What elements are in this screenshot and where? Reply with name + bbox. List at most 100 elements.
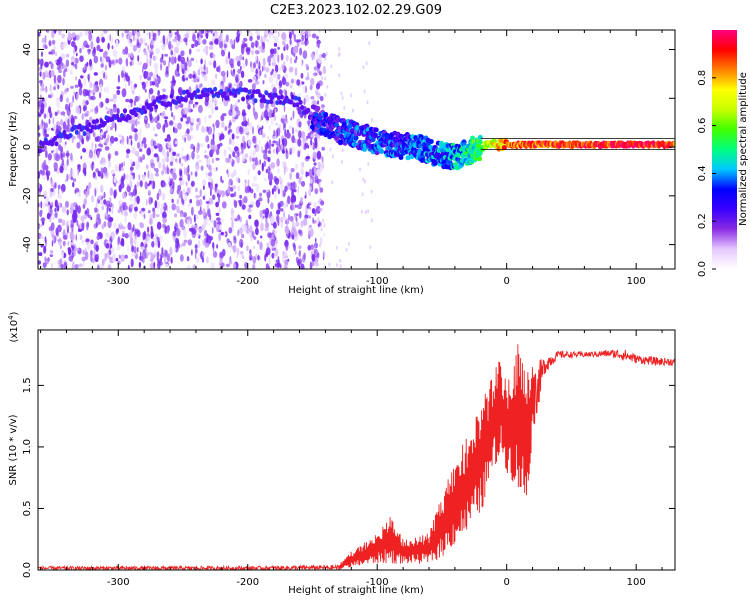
noise-speckle xyxy=(277,31,280,37)
noise-speckle xyxy=(252,135,256,144)
noise-speckle xyxy=(107,219,112,229)
noise-speckle xyxy=(168,56,171,63)
noise-speckle xyxy=(305,76,310,81)
noise-speckle xyxy=(208,60,213,66)
noise-speckle xyxy=(177,184,182,192)
noise-speckle xyxy=(284,122,286,129)
noise-speckle xyxy=(199,189,202,198)
noise-speckle xyxy=(317,41,320,49)
noise-speckle xyxy=(130,52,133,58)
noise-speckle xyxy=(118,184,122,193)
noise-speckle xyxy=(280,53,284,61)
signal-mark xyxy=(38,148,42,154)
noise-speckle xyxy=(192,74,196,79)
noise-speckle xyxy=(367,209,370,214)
noise-speckle xyxy=(213,125,216,134)
noise-speckle xyxy=(101,224,105,230)
noise-speckle xyxy=(130,237,134,246)
noise-speckle xyxy=(39,94,42,100)
noise-speckle xyxy=(274,263,277,268)
noise-speckle xyxy=(56,230,59,237)
noise-speckle xyxy=(225,56,229,65)
noise-speckle xyxy=(213,220,217,228)
noise-speckle xyxy=(45,74,51,78)
noise-speckle xyxy=(218,233,222,241)
noise-speckle xyxy=(88,214,92,219)
noise-speckle xyxy=(120,177,125,184)
noise-speckle xyxy=(41,51,43,57)
noise-speckle xyxy=(110,231,115,241)
noise-speckle xyxy=(57,202,62,206)
noise-speckle xyxy=(88,149,94,159)
noise-speckle xyxy=(262,215,265,219)
noise-speckle xyxy=(191,206,194,216)
noise-speckle xyxy=(170,56,175,65)
noise-speckle xyxy=(77,193,81,197)
noise-speckle xyxy=(140,246,145,250)
noise-speckle xyxy=(61,206,67,214)
noise-speckle xyxy=(280,188,284,196)
noise-speckle xyxy=(114,123,117,132)
noise-speckle xyxy=(38,58,41,65)
noise-speckle xyxy=(128,231,133,239)
noise-speckle xyxy=(291,126,295,135)
noise-speckle xyxy=(99,140,102,145)
noise-speckle xyxy=(38,171,41,180)
noise-speckle xyxy=(282,255,285,263)
noise-speckle xyxy=(196,48,201,53)
noise-speckle xyxy=(172,230,177,237)
noise-speckle xyxy=(200,83,203,88)
noise-speckle xyxy=(179,38,183,43)
noise-speckle xyxy=(180,153,184,162)
noise-speckle xyxy=(194,252,197,259)
noise-speckle xyxy=(207,143,210,149)
noise-speckle xyxy=(316,150,322,160)
noise-speckle xyxy=(204,229,208,237)
noise-speckle xyxy=(361,192,364,197)
noise-speckle xyxy=(157,90,161,97)
noise-speckle xyxy=(293,46,298,55)
noise-speckle xyxy=(314,238,317,243)
noise-speckle xyxy=(300,143,305,148)
noise-speckle xyxy=(340,160,343,164)
noise-speckle xyxy=(128,52,131,58)
noise-speckle xyxy=(120,162,124,168)
noise-speckle xyxy=(238,178,241,184)
noise-speckle xyxy=(49,190,53,198)
noise-speckle xyxy=(44,258,49,265)
noise-speckle xyxy=(218,36,222,43)
noise-speckle xyxy=(171,111,174,118)
noise-speckle xyxy=(249,188,254,194)
noise-speckle xyxy=(251,231,255,238)
noise-speckle xyxy=(261,146,263,153)
noise-speckle xyxy=(104,212,109,219)
noise-speckle xyxy=(273,175,278,183)
noise-speckle xyxy=(140,258,144,262)
noise-speckle xyxy=(54,59,58,63)
noise-speckle xyxy=(157,32,160,37)
noise-speckle xyxy=(341,96,344,101)
signal-mark xyxy=(362,146,367,152)
noise-speckle xyxy=(69,102,74,108)
noise-speckle xyxy=(89,58,92,67)
noise-speckle xyxy=(196,154,200,159)
spectrogram-x-ticks: -300 -200 -100 0 100 xyxy=(40,30,663,287)
spectrogram-frame xyxy=(37,29,676,270)
noise-speckle xyxy=(89,135,92,140)
noise-speckle xyxy=(42,165,48,170)
noise-speckle xyxy=(313,73,316,78)
noise-speckle xyxy=(207,172,213,177)
noise-speckle xyxy=(369,245,372,250)
noise-speckle xyxy=(56,109,60,115)
noise-speckle xyxy=(130,181,133,188)
noise-speckle xyxy=(126,148,131,154)
noise-speckle xyxy=(159,235,163,243)
noise-speckle xyxy=(297,203,302,210)
noise-speckle xyxy=(298,245,302,249)
noise-speckle xyxy=(308,111,313,116)
signal-mark xyxy=(265,99,270,105)
noise-speckle xyxy=(99,83,103,93)
noise-speckle xyxy=(205,32,209,40)
noise-speckle xyxy=(184,166,186,176)
